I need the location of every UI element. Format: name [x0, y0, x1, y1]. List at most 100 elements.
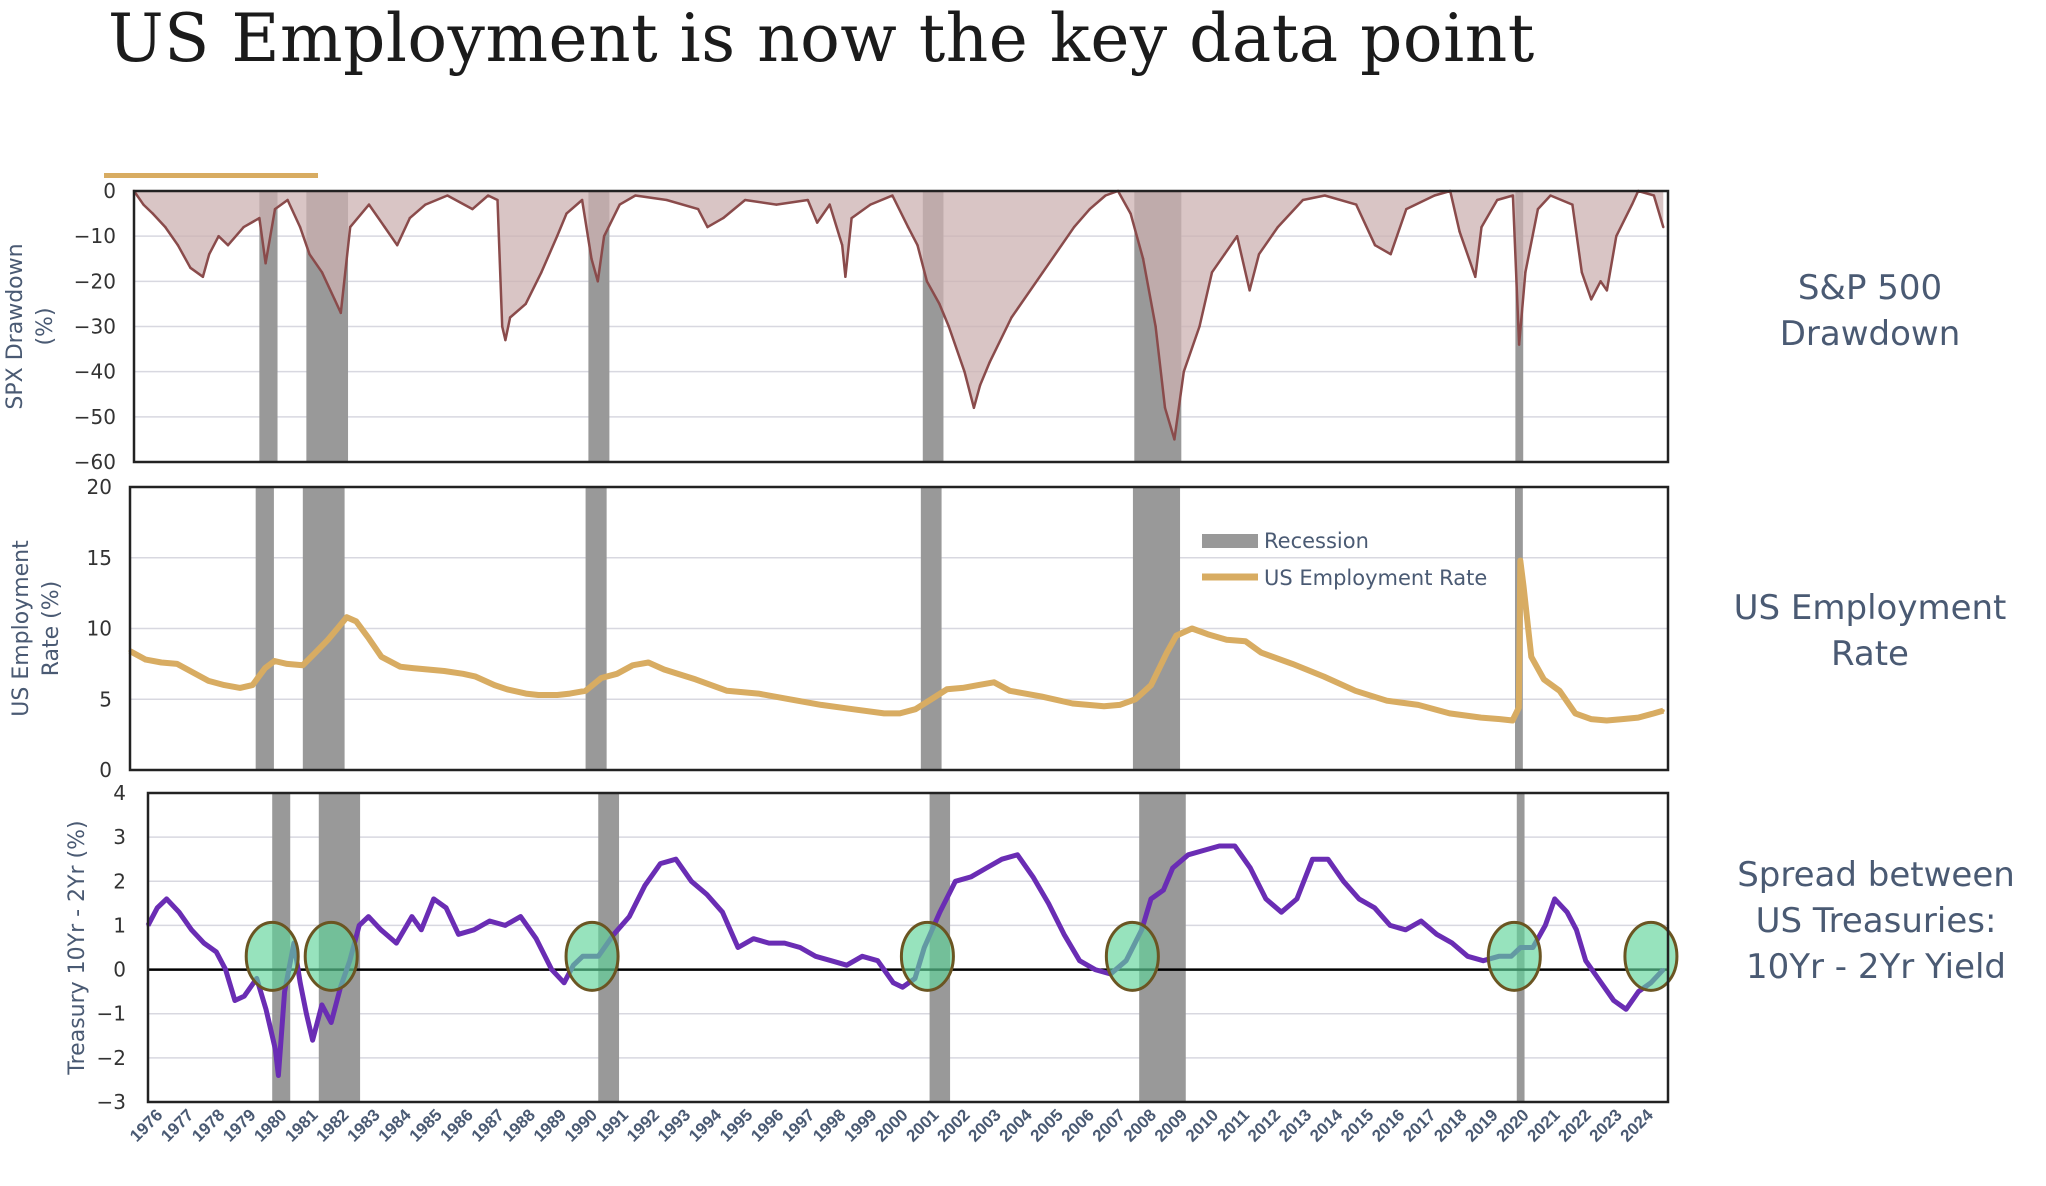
drawdown-point: [1496, 198, 1499, 202]
y-axis-title: (%): [33, 307, 58, 345]
spread-point: [1310, 857, 1314, 861]
employment-side-label-line2: Rate: [1831, 634, 1909, 674]
spread-point: [1149, 897, 1153, 901]
employment-point: [788, 697, 792, 701]
employment-point: [898, 711, 902, 715]
employment-point: [1322, 675, 1326, 679]
employment-point: [992, 680, 996, 684]
employment-point: [159, 660, 163, 664]
drawdown-point: [1615, 234, 1618, 238]
x-tick-label: 2012: [1244, 1105, 1284, 1145]
spread-point: [1624, 1007, 1628, 1011]
drawdown-point: [1301, 198, 1305, 202]
x-tick-label: 1981: [281, 1105, 321, 1145]
x-tick-label: 1978: [188, 1105, 228, 1145]
employment-point: [191, 670, 195, 674]
drawdown-point: [1373, 244, 1377, 247]
y-tick-label: 2: [113, 869, 126, 893]
y-tick-label: 3: [113, 825, 126, 849]
spread-point: [736, 946, 740, 949]
employment-point: [474, 675, 478, 679]
employment-point: [568, 692, 572, 696]
drawdown-point: [1536, 207, 1540, 211]
recession-bar: [585, 487, 607, 770]
spread-point: [1264, 897, 1268, 901]
spread-point: [419, 928, 423, 932]
spread-point: [658, 862, 662, 866]
employment-point: [662, 668, 666, 672]
x-tick-label: 2010: [1182, 1105, 1222, 1145]
drawdown-point: [596, 280, 600, 283]
drawdown-point: [1549, 194, 1552, 197]
spread-point: [311, 1038, 315, 1042]
spread-point: [550, 968, 554, 972]
legend-label-employment: US Employment Rate: [1264, 566, 1487, 590]
spread-point: [814, 954, 818, 958]
x-tick-label: 2009: [1151, 1105, 1191, 1145]
employment-point: [398, 665, 402, 669]
drawdown-point: [841, 244, 844, 247]
x-tick-label: 2015: [1337, 1105, 1377, 1145]
drawdown-point: [1590, 298, 1593, 301]
employment-point: [1510, 718, 1514, 722]
drawdown-point: [775, 203, 778, 206]
drawdown-point: [176, 244, 180, 247]
drawdown-point: [217, 234, 220, 238]
drawdown-point: [665, 198, 668, 202]
x-tick-label: 1999: [840, 1105, 880, 1145]
y-tick-label: 10: [87, 617, 112, 641]
recession-bar: [255, 487, 274, 770]
spread-point: [472, 928, 476, 932]
spread-point: [242, 994, 246, 998]
y-tick-label: 15: [87, 546, 112, 570]
drawdown-point: [1652, 194, 1656, 197]
employment-point: [1605, 718, 1609, 722]
spread-point: [783, 941, 787, 945]
drawdown-point: [383, 225, 386, 229]
employment-point: [207, 679, 211, 683]
employment-side-label-line1: US Employment: [1733, 588, 2007, 628]
drawdown-point: [1088, 207, 1092, 211]
employment-point: [1259, 651, 1263, 655]
spread-panel: 4 3 2 1 0 −1 −2 −3 Treasury 10Yr - 2Yr (%): [65, 781, 1679, 1114]
drawdown-point: [201, 275, 205, 279]
employment-point: [945, 687, 949, 691]
drawdown-point: [1580, 271, 1584, 274]
spread-point: [562, 981, 566, 985]
spread-point: [1584, 959, 1588, 963]
employment-point: [725, 689, 729, 693]
drawdown-line: [132, 189, 1665, 441]
drawdown-point: [1163, 406, 1167, 409]
drawdown-point: [1154, 325, 1157, 328]
title-accent-line: [104, 173, 318, 178]
x-tick-label: 2019: [1461, 1105, 1501, 1145]
employment-point: [1589, 717, 1593, 721]
x-tick-label: 1993: [654, 1105, 694, 1145]
drawdown-point: [1389, 253, 1392, 256]
spread-point: [876, 959, 880, 963]
drawdown-point: [508, 316, 512, 319]
x-tick-label: 1980: [250, 1105, 290, 1145]
drawdown-point: [1276, 225, 1280, 229]
x-tick-label: 1994: [685, 1105, 726, 1146]
employment-point: [442, 669, 446, 673]
drawdown-point: [618, 203, 621, 206]
y-tick-label: 20: [87, 475, 112, 499]
spread-side-label-line3: 10Yr - 2Yr Yield: [1745, 947, 2007, 987]
drawdown-point: [258, 216, 261, 220]
spread-point: [189, 928, 193, 932]
drawdown-point: [1354, 203, 1358, 206]
spread-point: [394, 941, 398, 945]
employment-point: [285, 662, 289, 666]
employment-point: [175, 662, 179, 666]
employment-point: [1291, 662, 1295, 666]
drawdown-point: [1248, 289, 1251, 292]
x-tick-label: 1987: [468, 1105, 508, 1145]
spread-point: [1404, 928, 1408, 932]
drawdown-point: [349, 225, 352, 229]
x-tick-label: 2011: [1214, 1105, 1254, 1145]
y-tick-label: −50: [74, 405, 116, 429]
drawdown-side-label-line1: S&P 500: [1797, 268, 1943, 308]
inversion-highlight: [564, 920, 620, 992]
